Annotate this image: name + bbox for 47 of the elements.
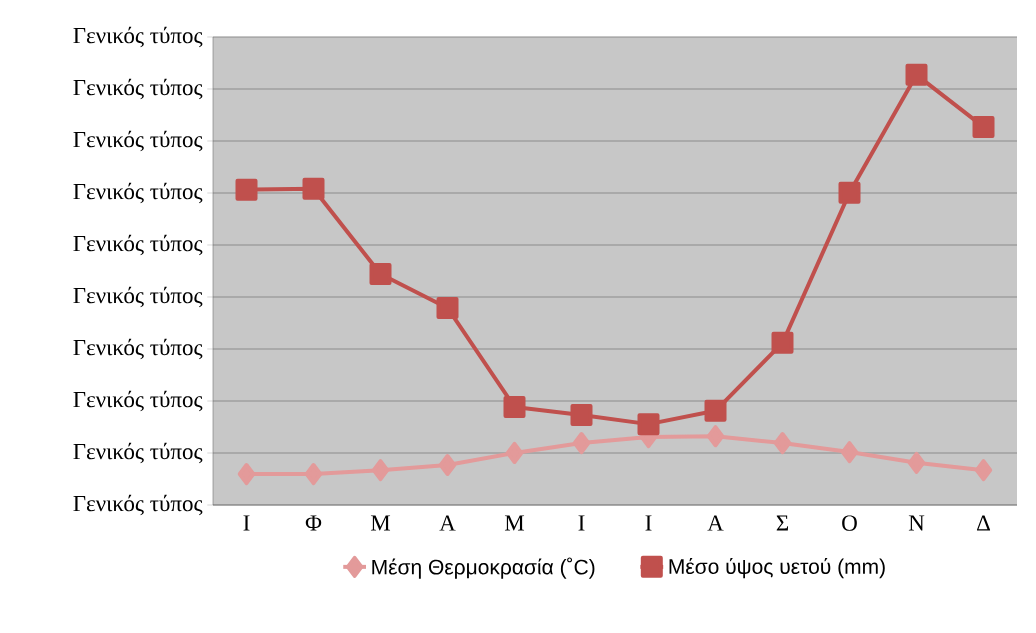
point	[773, 432, 792, 455]
x-tick-label: Ι	[578, 515, 585, 531]
text: Γενικός τύπος	[73, 286, 203, 308]
text: Γενικός τύπος	[73, 338, 203, 360]
point	[235, 178, 258, 201]
point	[907, 451, 926, 474]
text: Γενικός τύπος	[73, 182, 203, 204]
point	[905, 63, 928, 86]
point	[302, 177, 325, 200]
point	[237, 463, 256, 486]
point	[570, 404, 593, 427]
point	[972, 115, 995, 138]
point	[369, 263, 392, 286]
text: Γενικός τύπος	[73, 390, 203, 412]
legend-label: Μέση Θερμοκρασία (˚C)	[372, 557, 595, 579]
x-tick-label: Φ	[305, 515, 322, 531]
text: Γενικός τύπος	[73, 442, 203, 464]
point	[637, 413, 660, 436]
x-tick-label: Σ	[776, 515, 789, 531]
point	[706, 425, 725, 448]
x-tick-label: Α	[439, 515, 456, 531]
x-tick-label: Μ	[370, 515, 391, 531]
x-tick-label: Ι	[243, 515, 250, 531]
x-tick-label: Α	[707, 515, 724, 531]
x-tick-label: Ι	[645, 515, 652, 531]
point	[771, 331, 794, 354]
point	[704, 399, 727, 422]
text: Γενικός τύπος	[73, 26, 203, 48]
text: Γενικός τύπος	[73, 494, 203, 516]
point	[436, 296, 459, 319]
point	[503, 395, 526, 418]
text: Γενικός τύπος	[73, 130, 203, 152]
x-tick-label: Ν	[908, 515, 925, 531]
x-tick-label: Μ	[504, 515, 525, 531]
point	[840, 441, 859, 464]
point	[304, 463, 323, 486]
x-tick-label: Δ	[976, 515, 991, 531]
text: Γενικός τύπος	[73, 234, 203, 256]
point	[572, 432, 591, 455]
point	[974, 459, 993, 482]
point	[438, 454, 457, 476]
point	[371, 459, 390, 482]
x-tick-label: Ο	[842, 515, 857, 531]
point	[838, 181, 861, 204]
legend-label: Μέσο ύψος υετού (mm)	[669, 557, 885, 579]
point	[505, 441, 524, 464]
text: Γενικός τύπος	[73, 78, 203, 100]
